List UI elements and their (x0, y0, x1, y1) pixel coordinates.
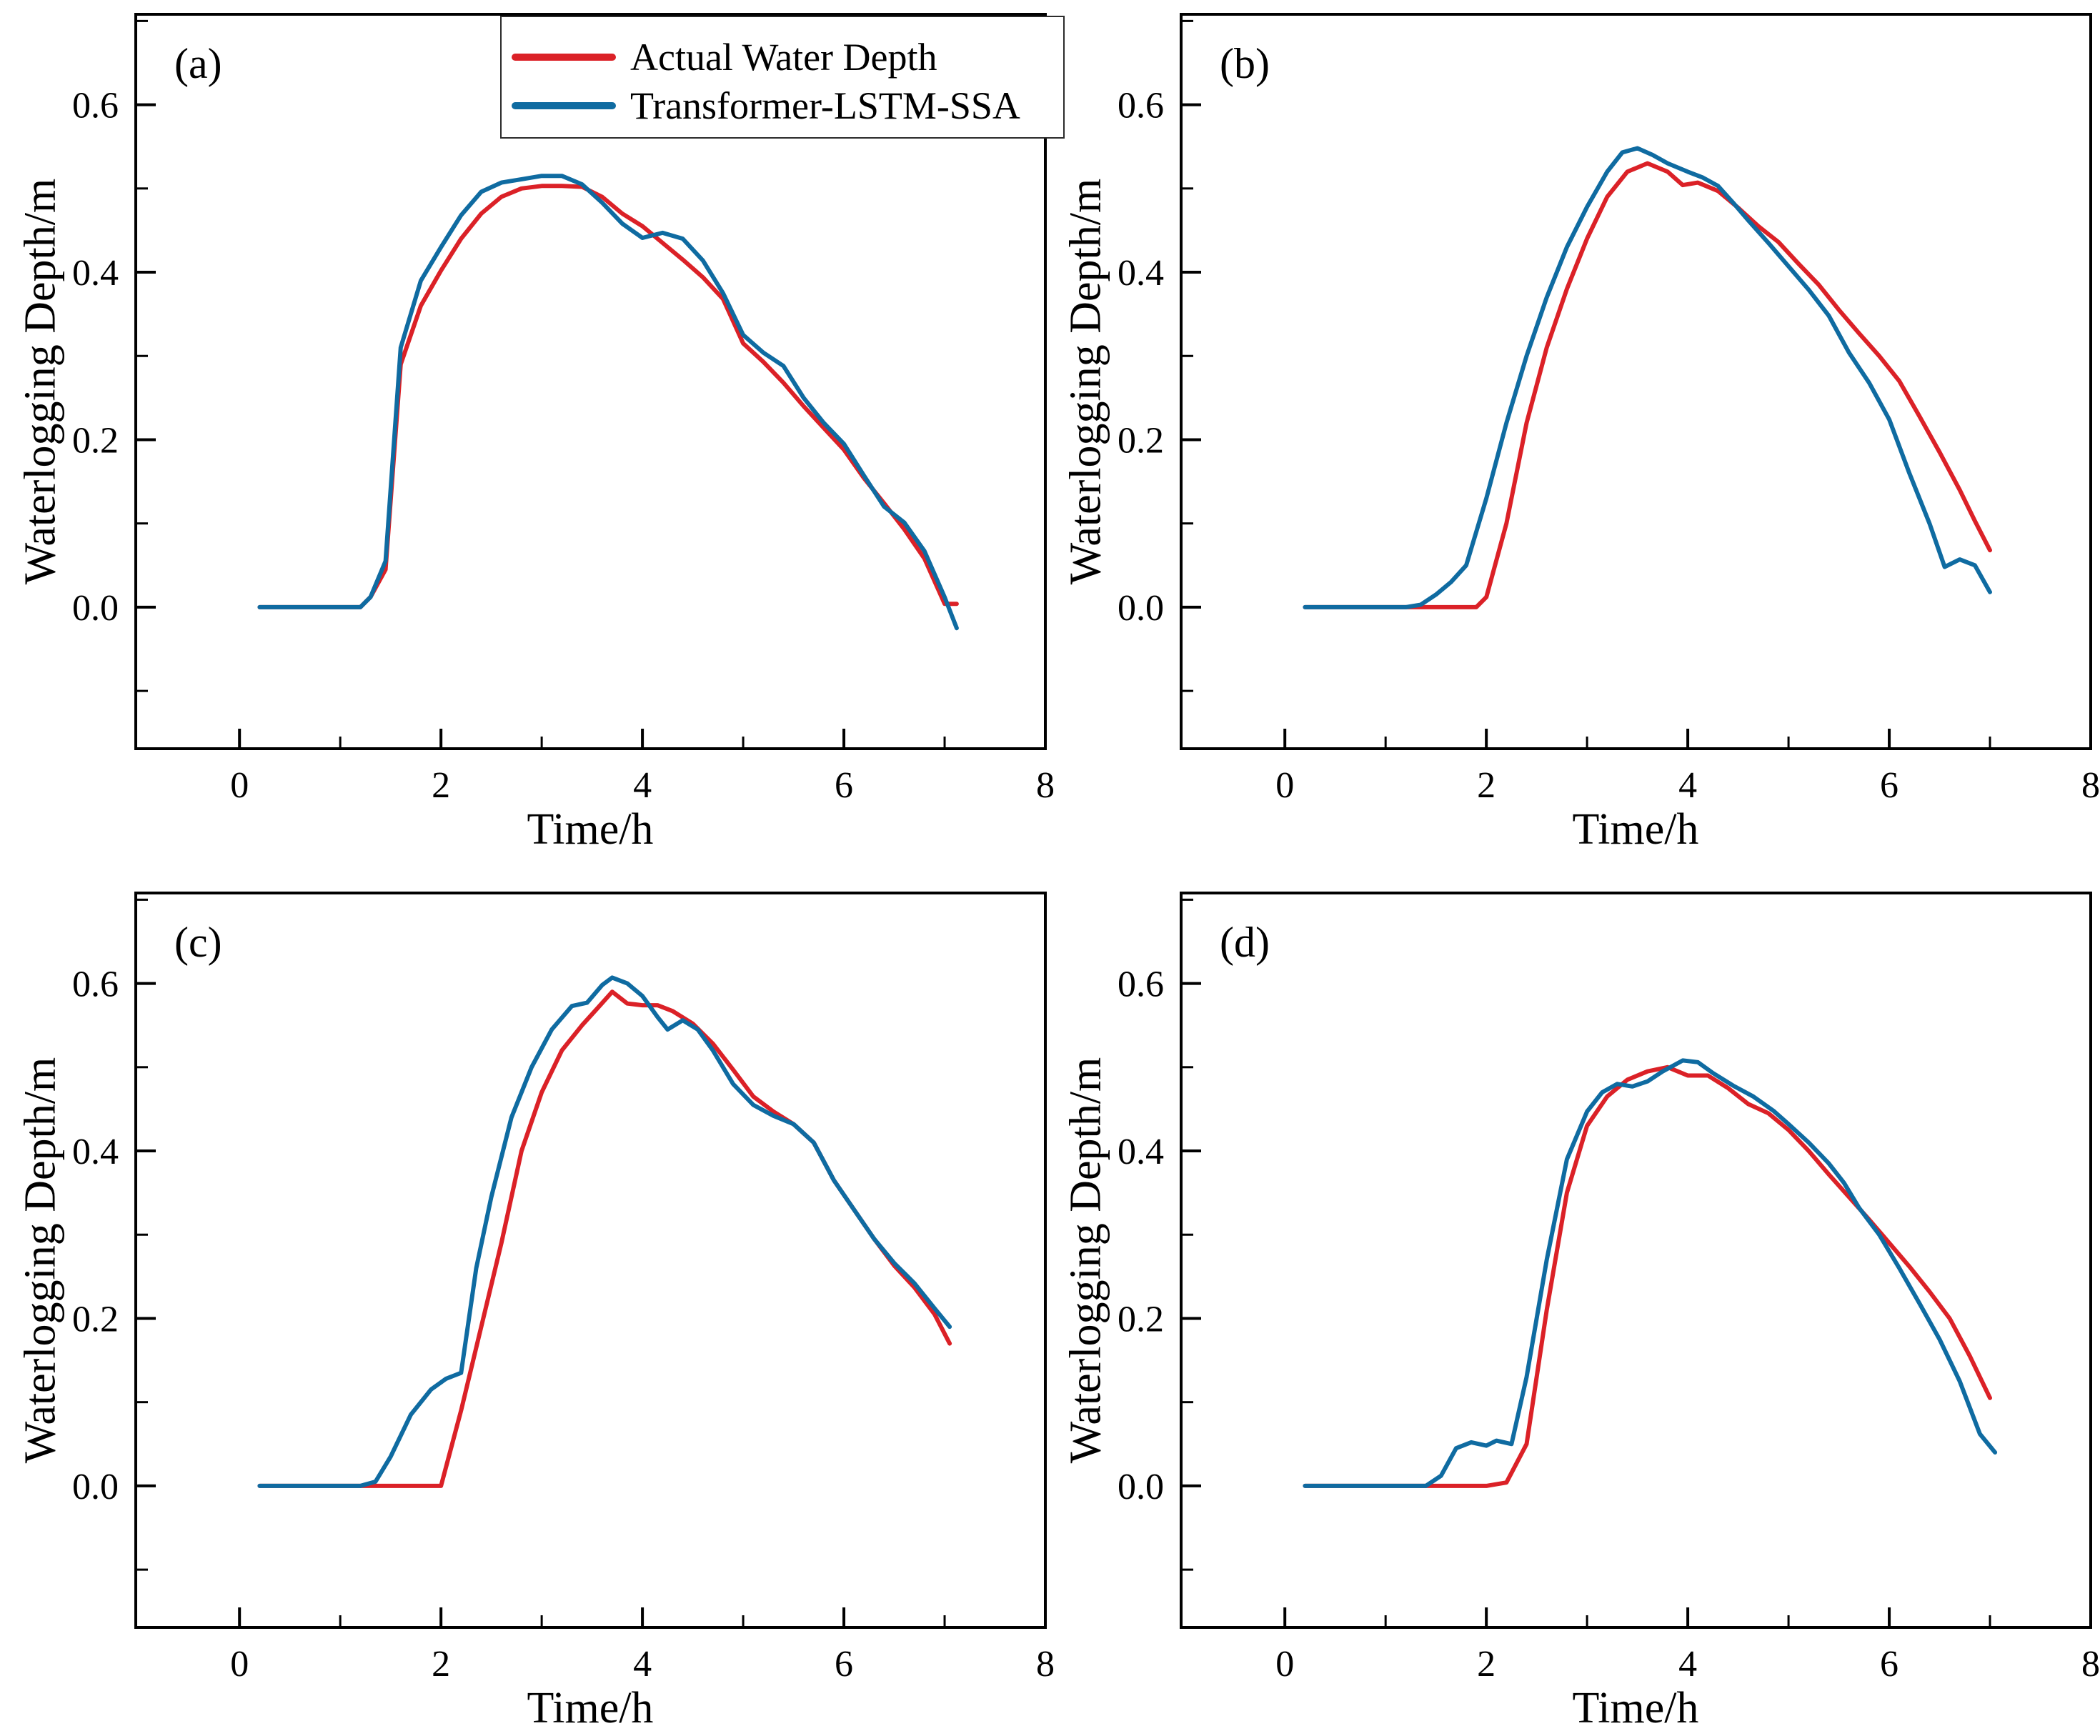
panel-c-transformer-lstm-ssa-line (257, 975, 952, 1488)
legend-line-blue-icon (512, 102, 616, 109)
svg-text:0: 0 (1275, 765, 1294, 806)
legend-entry-model: Transformer-LSTM-SSA (512, 84, 1063, 127)
panel-b-ylabel: Waterlogging Depth/m (1061, 178, 1110, 585)
svg-text:2: 2 (1477, 765, 1496, 806)
svg-text:0.2: 0.2 (1118, 420, 1164, 461)
panel-d-xlabel: Time/h (1572, 1684, 1699, 1732)
legend: Actual Water Depth Transformer-LSTM-SSA (500, 16, 1065, 139)
svg-text:0.2: 0.2 (72, 420, 119, 461)
svg-text:0.4: 0.4 (72, 253, 119, 294)
panel-a-actual-water-depth-line (257, 184, 959, 609)
svg-text:4: 4 (633, 1644, 652, 1685)
svg-text:6: 6 (1880, 765, 1899, 806)
panel-a-transformer-lstm-ssa-line (257, 174, 959, 631)
svg-text:8: 8 (2081, 1644, 2100, 1685)
panel-c-ylabel: Waterlogging Depth/m (16, 1057, 65, 1464)
svg-text:0: 0 (230, 765, 249, 806)
svg-text:0.4: 0.4 (72, 1132, 119, 1172)
svg-text:8: 8 (1036, 1644, 1055, 1685)
panel-a-xlabel: Time/h (527, 805, 654, 854)
panel-c-actual-water-depth-line (257, 989, 952, 1488)
svg-text:0.6: 0.6 (1118, 964, 1164, 1005)
svg-text:2: 2 (432, 1644, 450, 1685)
panel-d-axes: 0 2 4 6 8 0.0 0.2 0.4 0.6 (1118, 892, 2100, 1685)
svg-text:0: 0 (230, 1644, 249, 1685)
panel-b-axes: 0 2 4 6 8 0.0 0.2 0.4 0.6 (1118, 13, 2100, 806)
panel-c-xlabel: Time/h (527, 1684, 654, 1732)
svg-text:0.2: 0.2 (1118, 1299, 1164, 1340)
svg-text:6: 6 (835, 765, 853, 806)
svg-text:0.4: 0.4 (1118, 1132, 1164, 1172)
svg-text:4: 4 (1678, 1644, 1697, 1685)
panel-c-axes: 0 2 4 6 8 0.0 0.2 0.4 0.6 (72, 892, 1055, 1685)
panel-d-ylabel: Waterlogging Depth/m (1061, 1057, 1110, 1464)
panel-b-actual-water-depth-line (1303, 161, 1992, 609)
panel-b-xlabel: Time/h (1572, 805, 1699, 854)
svg-text:2: 2 (432, 765, 450, 806)
svg-text:0.2: 0.2 (72, 1299, 119, 1340)
svg-text:6: 6 (1880, 1644, 1899, 1685)
svg-text:8: 8 (2081, 765, 2100, 806)
panel-d-actual-water-depth-line (1303, 1064, 1992, 1488)
panel-d-transformer-lstm-ssa-line (1303, 1058, 1998, 1488)
svg-text:8: 8 (1036, 765, 1055, 806)
legend-line-red-icon (512, 54, 616, 61)
svg-text:0.4: 0.4 (1118, 253, 1164, 294)
panel-a-axes: 0 2 4 6 8 0.0 0.2 0.4 0.6 (72, 13, 1055, 806)
panel-a-letter: (a) (174, 40, 222, 87)
svg-text:4: 4 (1678, 765, 1697, 806)
svg-text:0.6: 0.6 (72, 86, 119, 126)
panel-b-letter: (b) (1220, 40, 1270, 87)
svg-text:0.6: 0.6 (72, 964, 119, 1005)
svg-text:0.0: 0.0 (1118, 1467, 1164, 1507)
svg-text:0.0: 0.0 (72, 1467, 119, 1507)
svg-text:0: 0 (1275, 1644, 1294, 1685)
svg-text:6: 6 (835, 1644, 853, 1685)
svg-text:0.6: 0.6 (1118, 86, 1164, 126)
legend-entry-actual: Actual Water Depth (512, 36, 1063, 79)
panel-d-letter: (d) (1220, 919, 1270, 966)
svg-text:0.0: 0.0 (1118, 588, 1164, 629)
panel-b-transformer-lstm-ssa-line (1303, 146, 1992, 609)
panel-c-letter: (c) (174, 919, 222, 966)
panel-a-ylabel: Waterlogging Depth/m (16, 178, 65, 585)
legend-label-actual: Actual Water Depth (630, 36, 937, 79)
legend-label-model: Transformer-LSTM-SSA (630, 84, 1020, 127)
svg-text:0.0: 0.0 (72, 588, 119, 629)
svg-text:2: 2 (1477, 1644, 1496, 1685)
svg-text:4: 4 (633, 765, 652, 806)
